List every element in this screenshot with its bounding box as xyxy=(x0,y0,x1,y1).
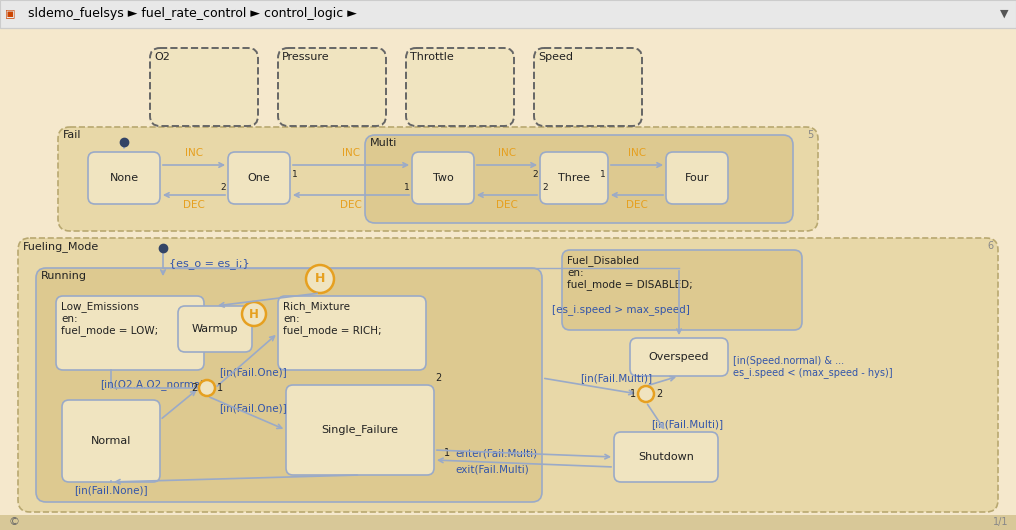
Text: [in(Fail.One)]: [in(Fail.One)] xyxy=(219,403,287,413)
Text: 5: 5 xyxy=(807,130,813,140)
Text: Three: Three xyxy=(558,173,590,183)
FancyBboxPatch shape xyxy=(406,48,514,126)
Text: 1: 1 xyxy=(444,448,450,458)
Text: ©: © xyxy=(8,517,19,527)
Text: {es_o = es_i;}: {es_o = es_i;} xyxy=(169,258,250,269)
Text: None: None xyxy=(110,173,138,183)
Text: Normal: Normal xyxy=(90,436,131,446)
Text: 2: 2 xyxy=(542,183,548,192)
Text: 2: 2 xyxy=(436,373,442,383)
FancyBboxPatch shape xyxy=(228,152,290,204)
FancyBboxPatch shape xyxy=(534,48,642,126)
FancyBboxPatch shape xyxy=(285,385,434,475)
Text: [es_i.speed > max_speed]: [es_i.speed > max_speed] xyxy=(552,305,690,315)
Text: One: One xyxy=(248,173,270,183)
Text: INC: INC xyxy=(628,148,646,158)
FancyBboxPatch shape xyxy=(614,432,718,482)
Circle shape xyxy=(199,380,215,396)
Text: 2: 2 xyxy=(220,183,226,192)
Text: Fuel_Disabled
en:
fuel_mode = DISABLED;: Fuel_Disabled en: fuel_mode = DISABLED; xyxy=(567,255,693,290)
FancyBboxPatch shape xyxy=(365,135,793,223)
FancyBboxPatch shape xyxy=(278,296,426,370)
Text: INC: INC xyxy=(185,148,203,158)
Text: Overspeed: Overspeed xyxy=(649,352,709,362)
Text: H: H xyxy=(315,272,325,286)
Text: Shutdown: Shutdown xyxy=(638,452,694,462)
FancyBboxPatch shape xyxy=(18,238,998,512)
Text: 2: 2 xyxy=(656,389,662,399)
Text: Warmup: Warmup xyxy=(192,324,238,334)
Text: exit(Fail.Multi): exit(Fail.Multi) xyxy=(455,465,528,475)
FancyBboxPatch shape xyxy=(56,296,204,370)
Text: Speed: Speed xyxy=(538,52,573,62)
Text: 1: 1 xyxy=(630,389,636,399)
FancyBboxPatch shape xyxy=(630,338,728,376)
Text: INC: INC xyxy=(342,148,360,158)
Text: ▼: ▼ xyxy=(1000,9,1008,19)
Text: Low_Emissions
en:
fuel_mode = LOW;: Low_Emissions en: fuel_mode = LOW; xyxy=(61,301,158,336)
Text: Rich_Mixture
en:
fuel_mode = RICH;: Rich_Mixture en: fuel_mode = RICH; xyxy=(283,301,382,336)
Text: Pressure: Pressure xyxy=(282,52,329,62)
Text: ▣: ▣ xyxy=(5,9,15,19)
Text: Single_Failure: Single_Failure xyxy=(321,425,398,436)
Text: DEC: DEC xyxy=(496,200,518,210)
Text: [in(Fail.Multi)]: [in(Fail.Multi)] xyxy=(580,373,652,383)
Text: [in(Fail.Multi)]: [in(Fail.Multi)] xyxy=(651,419,723,429)
FancyBboxPatch shape xyxy=(36,268,542,502)
Text: [in(O2.A.O2_normal)]: [in(O2.A.O2_normal)] xyxy=(100,379,211,391)
FancyBboxPatch shape xyxy=(62,400,160,482)
Text: H: H xyxy=(249,307,259,321)
FancyBboxPatch shape xyxy=(666,152,728,204)
Circle shape xyxy=(638,386,654,402)
Text: [in(Speed.normal) & ...
es_i.speed < (max_speed - hys)]: [in(Speed.normal) & ... es_i.speed < (ma… xyxy=(733,356,893,378)
Text: [in(Fail.None)]: [in(Fail.None)] xyxy=(74,485,147,495)
Text: Throttle: Throttle xyxy=(410,52,454,62)
Text: 1: 1 xyxy=(404,183,410,192)
FancyBboxPatch shape xyxy=(412,152,474,204)
Text: Multi: Multi xyxy=(370,138,397,148)
FancyBboxPatch shape xyxy=(562,250,802,330)
FancyBboxPatch shape xyxy=(178,306,252,352)
Text: sldemo_fuelsys ► fuel_rate_control ► control_logic ►: sldemo_fuelsys ► fuel_rate_control ► con… xyxy=(28,7,357,21)
FancyBboxPatch shape xyxy=(278,48,386,126)
Text: Four: Four xyxy=(685,173,709,183)
Text: Two: Two xyxy=(433,173,453,183)
Text: 1: 1 xyxy=(600,170,606,179)
Text: 1/1: 1/1 xyxy=(993,517,1008,527)
FancyBboxPatch shape xyxy=(0,0,1016,28)
Circle shape xyxy=(242,302,266,326)
Text: enter(Fail.Multi): enter(Fail.Multi) xyxy=(455,448,537,458)
Text: 6: 6 xyxy=(987,241,993,251)
FancyBboxPatch shape xyxy=(150,48,258,126)
Text: DEC: DEC xyxy=(626,200,648,210)
Text: 2: 2 xyxy=(191,383,197,393)
Text: DEC: DEC xyxy=(183,200,205,210)
FancyBboxPatch shape xyxy=(0,515,1016,530)
FancyBboxPatch shape xyxy=(88,152,160,204)
Circle shape xyxy=(306,265,334,293)
Text: 1: 1 xyxy=(217,383,224,393)
Text: DEC: DEC xyxy=(340,200,362,210)
FancyBboxPatch shape xyxy=(539,152,608,204)
Text: 1: 1 xyxy=(292,170,298,179)
Text: O2: O2 xyxy=(154,52,170,62)
Text: Running: Running xyxy=(41,271,87,281)
FancyBboxPatch shape xyxy=(58,127,818,231)
Text: Fail: Fail xyxy=(63,130,81,140)
Text: INC: INC xyxy=(498,148,516,158)
Text: [in(Fail.One)]: [in(Fail.One)] xyxy=(219,367,287,377)
Text: Fueling_Mode: Fueling_Mode xyxy=(23,241,100,252)
Text: 2: 2 xyxy=(532,170,538,179)
